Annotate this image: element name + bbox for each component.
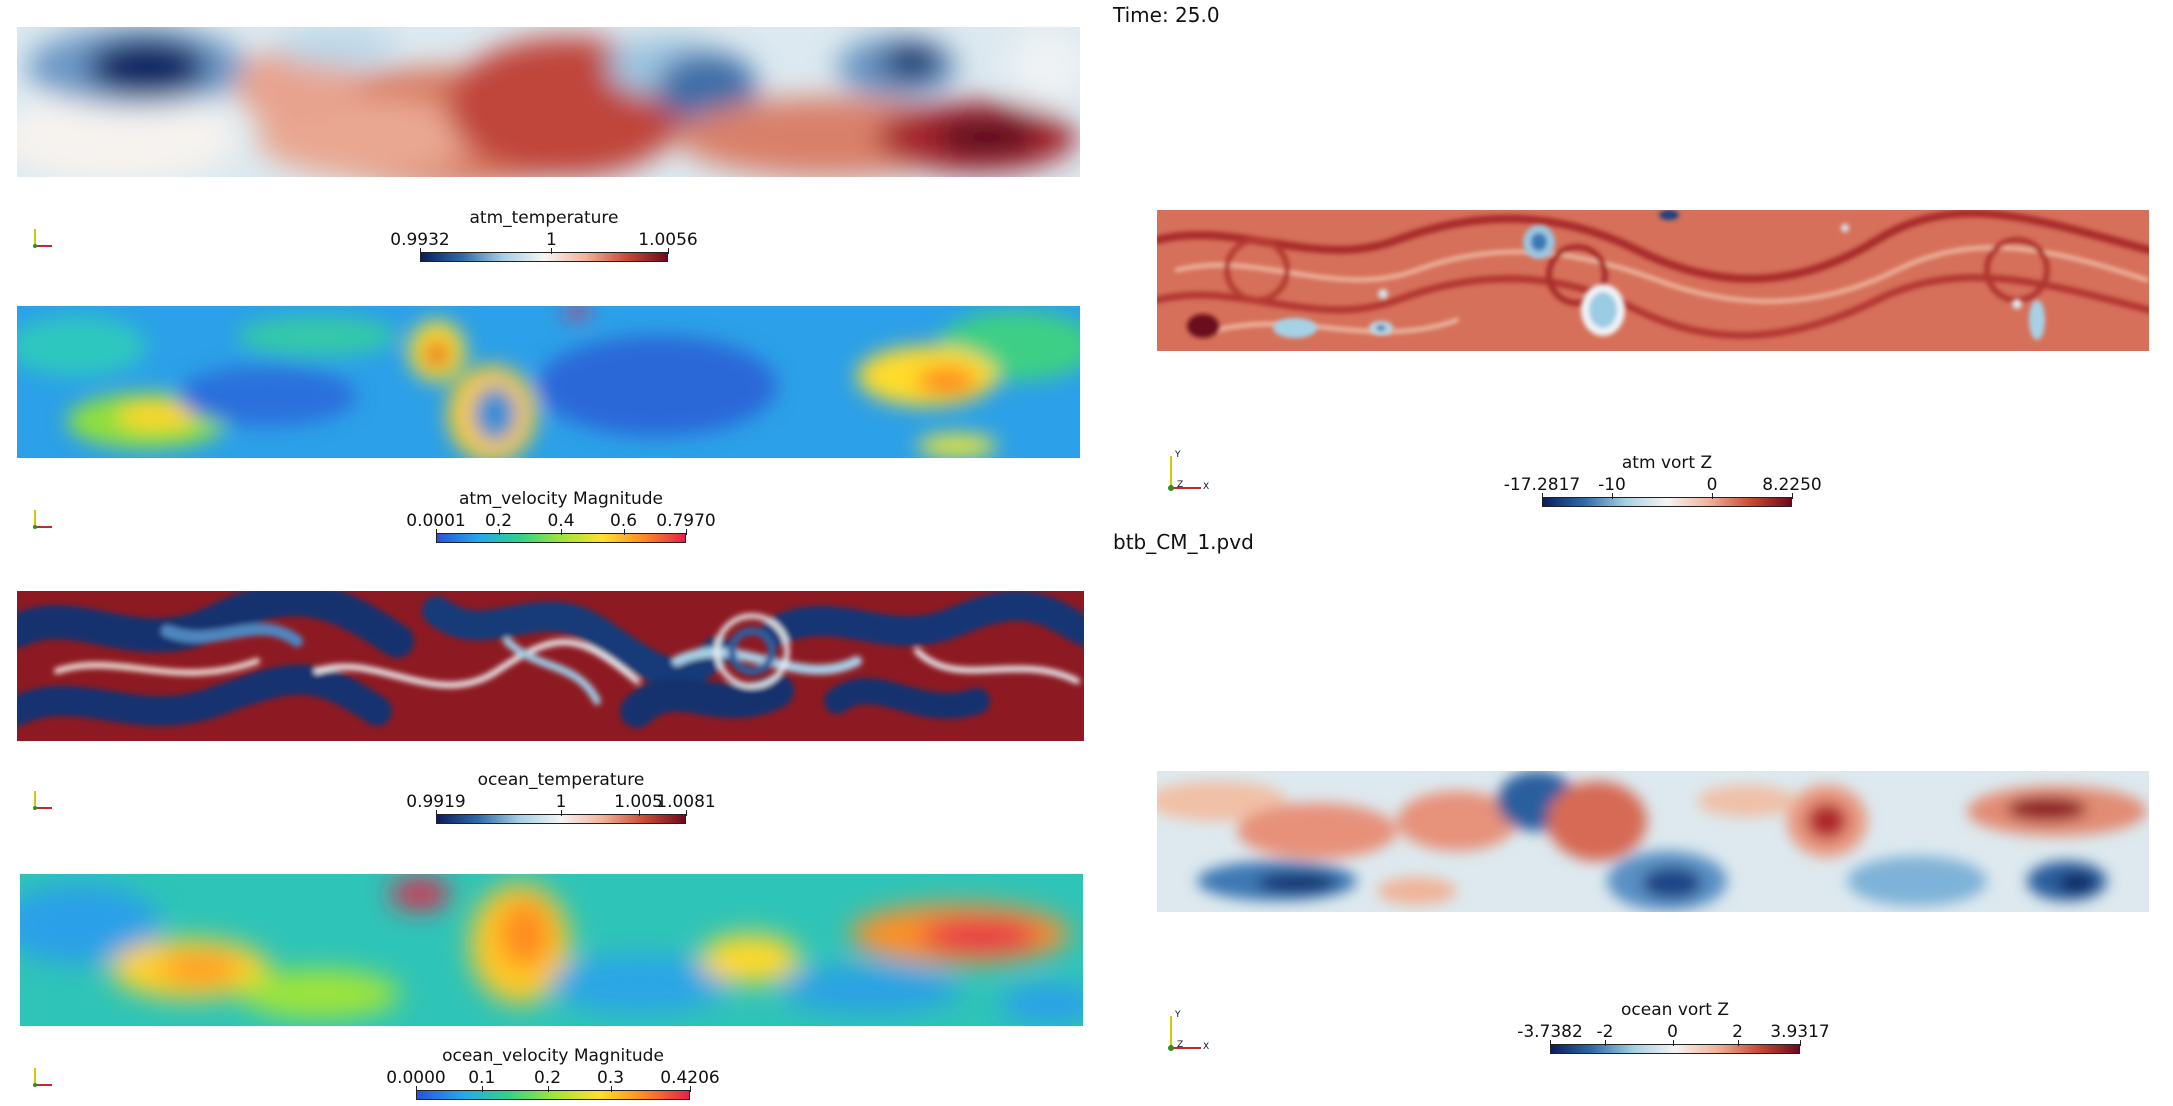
legend-ticks: 0.0001 0.2 0.4 0.6 0.7970: [406, 511, 715, 531]
legend-tick-mark: [690, 1086, 691, 1092]
legend-ticks: 0.9932 1 1.0056: [390, 230, 697, 250]
legend-tick: 0: [1667, 1022, 1678, 1042]
legend-tick: 0.9932: [390, 230, 450, 250]
legend-tick-mark: [1712, 493, 1713, 499]
legend-tick-mark: [638, 810, 640, 816]
axes-triad: [32, 507, 54, 529]
axes-triad: [32, 788, 54, 810]
atm-temperature-legend: atm_temperature 0.9932 1 1.0056: [390, 208, 698, 268]
legend-title: atm_velocity Magnitude: [458, 489, 664, 509]
legend-tick: 8.2250: [1762, 475, 1822, 495]
legend-title: ocean vort Z: [1621, 1000, 1729, 1020]
legend-ticks: -3.7382 -2 0 2 3.9317: [1517, 1022, 1830, 1042]
legend-tick-mark: [436, 529, 437, 535]
legend-tick: 1.005: [614, 792, 663, 812]
legend-tick: 0.9919: [406, 792, 466, 812]
atm-vorticity-legend: atm vort Z -17.2817 -10 0 8.2250: [1504, 453, 1822, 513]
legend-tick-mark: [481, 1086, 483, 1092]
axes-triad: [32, 1065, 54, 1087]
legend-title: atm_temperature: [469, 208, 619, 228]
colorbar: [1542, 497, 1792, 507]
legend-tick-mark: [610, 1086, 612, 1092]
axes-triad: [32, 226, 54, 248]
legend-tick: 0.7970: [656, 511, 716, 531]
legend-tick: -17.2817: [1503, 475, 1581, 495]
ocean-temperature-legend: ocean_temperature 0.9919 1 1.005 1.0081: [406, 770, 716, 830]
atm-velocity-legend: atm_velocity Magnitude 0.0001 0.2 0.4 0.…: [406, 489, 716, 549]
legend-tick: 0.4: [547, 511, 575, 531]
legend-tick: -3.7382: [1517, 1022, 1583, 1042]
ocean-vorticity-field[interactable]: [1157, 771, 2149, 912]
colorbar: [1550, 1044, 1800, 1054]
legend-tick-mark: [1737, 1040, 1739, 1046]
legend-tick-mark: [686, 810, 687, 816]
legend-tick: 1.0056: [638, 230, 698, 250]
legend-tick: 3.9317: [1770, 1022, 1830, 1042]
legend-tick-mark: [1550, 1040, 1551, 1046]
atm-temperature-field[interactable]: [17, 27, 1080, 177]
legend-tick: 1.0081: [656, 792, 716, 812]
legend-ticks: 0.0000 0.1 0.2 0.3 0.4206: [386, 1068, 719, 1088]
axes-triad: Y Z X: [1165, 450, 1215, 495]
legend-tick-mark: [547, 1086, 549, 1092]
legend-tick: 0.3: [597, 1068, 625, 1088]
legend-tick: 2: [1732, 1022, 1743, 1042]
colorbar: [420, 252, 668, 262]
file-label: btb_CM_1.pvd: [1113, 530, 1254, 554]
legend-ticks: -17.2817 -10 0 8.2250: [1504, 475, 1822, 495]
ocean-vorticity-legend: ocean vort Z -3.7382 -2 0 2 3.9317: [1517, 1000, 1830, 1060]
legend-tick-mark: [416, 1086, 417, 1092]
legend-tick-mark: [686, 529, 687, 535]
axis-z-label: Z: [1177, 1040, 1184, 1050]
legend-tick: 0.1: [468, 1068, 496, 1088]
legend-tick-mark: [1542, 493, 1543, 499]
axis-y-label: Y: [1175, 450, 1181, 460]
legend-tick-mark: [668, 248, 669, 254]
legend-tick-mark: [561, 810, 562, 816]
time-label: Time: 25.0: [1113, 3, 1220, 27]
legend-tick: 0.2: [533, 1068, 562, 1088]
legend-tick-mark: [498, 529, 500, 535]
ocean-temperature-field[interactable]: [17, 591, 1084, 741]
legend-tick-mark: [436, 810, 437, 816]
ocean-velocity-field[interactable]: [20, 874, 1083, 1026]
legend-tick: 1: [555, 792, 567, 812]
legend-title: ocean_temperature: [477, 770, 645, 790]
atm-vorticity-field[interactable]: [1157, 210, 2149, 351]
legend-tick: 1: [546, 230, 557, 250]
legend-tick: 0.2: [484, 511, 513, 531]
legend-tick-mark: [561, 529, 562, 535]
legend-title: atm vort Z: [1621, 453, 1713, 473]
legend-tick: -10: [1598, 475, 1626, 495]
legend-tick-mark: [1800, 1040, 1801, 1046]
axis-y-label: Y: [1175, 1010, 1181, 1020]
axis-z-label: Z: [1177, 480, 1184, 490]
legend-title: ocean_velocity Magnitude: [442, 1046, 664, 1066]
axis-x-label: X: [1203, 482, 1210, 492]
legend-tick-mark: [420, 248, 421, 254]
legend-tick-mark: [1612, 493, 1613, 499]
legend-ticks: 0.9919 1 1.005 1.0081: [406, 792, 715, 812]
atm-velocity-field[interactable]: [17, 306, 1080, 458]
legend-tick: -2: [1596, 1022, 1614, 1042]
legend-tick-mark: [1792, 493, 1793, 499]
legend-tick: 0: [1706, 475, 1718, 495]
legend-tick-mark: [623, 529, 625, 535]
legend-tick: 0.0000: [386, 1068, 446, 1088]
legend-tick: 0.0001: [406, 511, 466, 531]
legend-tick-mark: [1672, 1040, 1674, 1046]
ocean-velocity-legend: ocean_velocity Magnitude 0.0000 0.1 0.2 …: [386, 1046, 720, 1106]
legend-tick-mark: [551, 248, 553, 254]
legend-tick: 0.4206: [660, 1068, 720, 1088]
colorbar: [416, 1090, 690, 1100]
axes-triad: Y Z X: [1165, 1010, 1215, 1055]
axis-x-label: X: [1203, 1042, 1210, 1052]
legend-tick-mark: [1605, 1040, 1606, 1046]
legend-tick: 0.6: [609, 511, 638, 531]
